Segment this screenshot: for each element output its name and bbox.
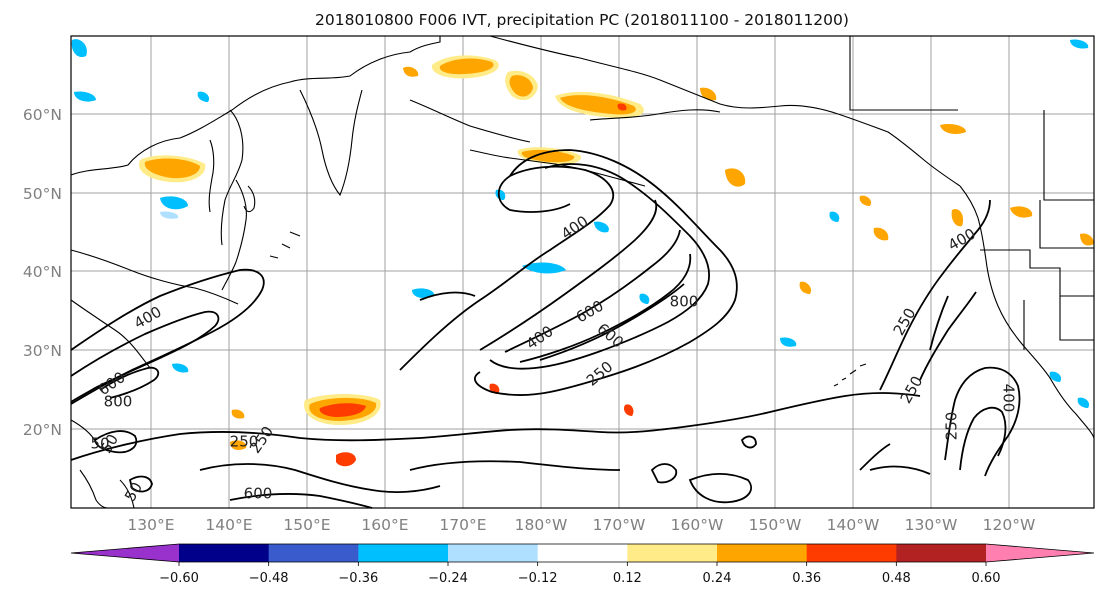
latitude-label: 50°N — [23, 185, 62, 203]
precipitation-anomaly-patches — [71, 39, 1094, 467]
colorbar-label: 0.12 — [613, 571, 642, 586]
precip-positive-patch — [505, 70, 538, 101]
longitude-label: 170°W — [593, 516, 646, 534]
latitude-label: 30°N — [23, 342, 62, 360]
longitude-label: 130°W — [905, 516, 958, 534]
longitude-label: 130°E — [127, 516, 174, 534]
colorbar-label: 0.48 — [882, 571, 911, 586]
contour-label: 800 — [670, 293, 699, 311]
precip-positive-patch — [230, 66, 1094, 450]
colorbar-label: −0.36 — [338, 571, 378, 586]
ivt-contours — [70, 149, 1021, 509]
colorbar-segment — [627, 544, 718, 562]
graticule — [71, 36, 1094, 508]
longitude-label: 150°W — [749, 516, 802, 534]
precip-positive-patch — [304, 394, 381, 425]
longitude-labels: 130°E 140°E 150°E 160°E 170°E 180°W 170°W 160°W… — [127, 516, 1035, 534]
precip-positive-patch — [336, 452, 356, 467]
longitude-label: 150°E — [283, 516, 330, 534]
colorbar-extend-low — [71, 544, 179, 562]
colorbar-label: 0.36 — [792, 571, 821, 586]
colorbar-segment — [717, 544, 808, 562]
colorbar-segment — [448, 544, 539, 562]
longitude-label: 180°W — [515, 516, 568, 534]
colorbar-label: 0.60 — [972, 571, 1001, 586]
longitude-label: 160°W — [671, 516, 724, 534]
colorbar-label: −0.12 — [518, 571, 558, 586]
precip-positive-patch — [139, 155, 206, 183]
contour-label: 600 — [244, 485, 273, 503]
longitude-label: 170°E — [439, 516, 486, 534]
contour-label: 50 — [90, 435, 109, 453]
precip-positive-patch — [555, 91, 644, 119]
colorbar-extend-high — [986, 544, 1094, 562]
latitude-labels: 60°N 50°N 40°N 30°N 20°N — [23, 106, 62, 439]
precip-negative-patch — [71, 39, 1090, 408]
colorbar-label: −0.48 — [249, 571, 289, 586]
longitude-label: 160°E — [361, 516, 408, 534]
colorbar-segment — [179, 544, 270, 562]
latitude-label: 60°N — [23, 106, 62, 124]
contour-label: 800 — [104, 393, 133, 411]
map-frame — [70, 35, 1095, 509]
longitude-label: 140°W — [827, 516, 880, 534]
colorbar-segment — [268, 544, 359, 562]
colorbar-segment — [896, 544, 987, 562]
precip-positive-patch — [517, 147, 581, 165]
latitude-label: 20°N — [23, 421, 62, 439]
colorbar-segment — [358, 544, 449, 562]
contour-label: 250 — [230, 433, 259, 451]
colorbar-segment — [806, 544, 897, 562]
colorbar-segment — [537, 544, 628, 562]
contour-label: 400 — [1000, 384, 1018, 413]
colorbar-label: −0.60 — [159, 571, 199, 586]
latitude-label: 40°N — [23, 263, 62, 281]
map-title: 2018010800 F006 IVT, precipitation PC (2… — [315, 11, 849, 29]
longitude-label: 120°W — [983, 516, 1036, 534]
colorbar-label: −0.24 — [428, 571, 468, 586]
contour-label: 250 — [943, 412, 961, 441]
precip-positive-patch — [431, 55, 499, 79]
longitude-label: 140°E — [205, 516, 252, 534]
colorbar-label: 0.24 — [703, 571, 732, 586]
colorbar: −0.60 −0.48 −0.36 −0.24 −0.12 0.12 0.24 0.36 0.4… — [70, 543, 1095, 586]
